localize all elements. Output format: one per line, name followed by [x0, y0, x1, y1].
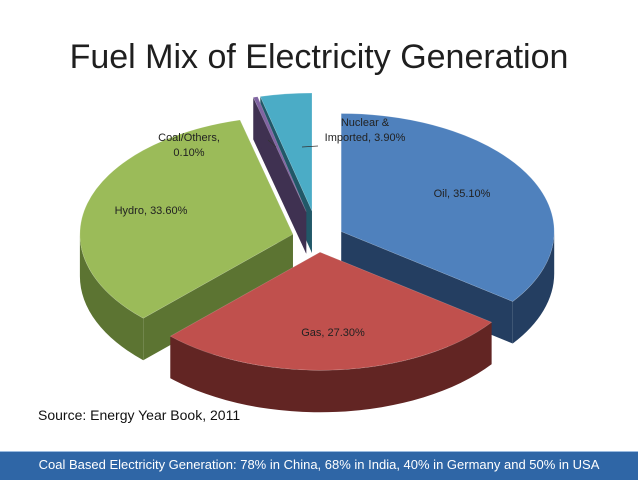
data-label-nuclear-imported: Nuclear & Imported, 3.90%	[325, 117, 406, 144]
data-label-oil: Oil, 35.10%	[434, 188, 491, 200]
data-label-gas: Gas, 27.30%	[301, 327, 365, 339]
slice-rim-oil-0	[512, 231, 555, 344]
source-note: Source: Energy Year Book, 2011	[38, 407, 241, 423]
slice-rim-gas-0	[170, 322, 492, 413]
slice-wall-hydro-0	[143, 234, 293, 361]
data-label-coal-others: Coal/Others, 0.10%	[158, 132, 220, 159]
slice-wall-coal-others-1	[257, 96, 307, 254]
leader-line-nuclear-imported	[301, 145, 319, 148]
pie-tops	[79, 92, 555, 371]
pie-slice-oil	[340, 113, 555, 302]
footer-banner: Coal Based Electricity Generation: 78% i…	[0, 451, 638, 480]
slice-rim-hydro-0	[79, 234, 144, 361]
data-label-hydro: Hydro, 33.60%	[115, 205, 188, 217]
pie-slice-coal-others	[252, 96, 307, 212]
pie-slice-nuclear-imported	[259, 92, 313, 212]
chart-title: Fuel Mix of Electricity Generation	[69, 38, 569, 76]
pie-slice-gas	[169, 251, 493, 371]
pie-slice-hydro	[79, 119, 294, 319]
pie-labels: Oil, 35.10% Gas, 27.30% Hydro, 33.60% Coal/…	[115, 117, 491, 339]
leader-line-coal-others	[267, 139, 277, 148]
